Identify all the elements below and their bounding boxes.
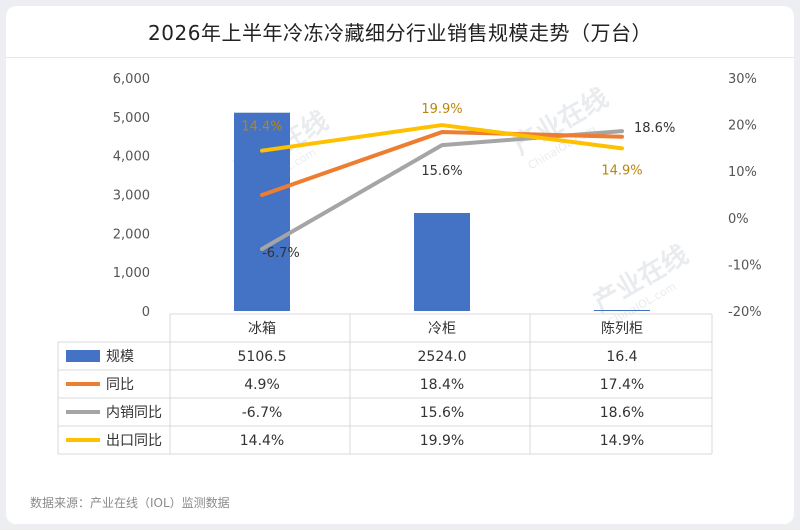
bar: [234, 112, 290, 311]
legend-key: [66, 350, 100, 362]
table-cell: 4.9%: [244, 377, 280, 393]
table-cell: 5106.5: [238, 349, 287, 365]
source-note: 数据来源：产业在线（IOL）监测数据: [30, 496, 230, 510]
table-cell: 14.4%: [240, 433, 284, 449]
y-tick-label: 3,000: [113, 189, 150, 204]
table-cell: 14.9%: [600, 433, 644, 449]
y-tick-label: 6,000: [113, 72, 150, 87]
bar: [414, 212, 470, 311]
table-cell: 19.9%: [420, 433, 464, 449]
legend-label: 内销同比: [106, 405, 162, 421]
legend-label: 规模: [106, 349, 134, 365]
chart-title: 2026年上半年冷冻冷藏细分行业销售规模走势（万台）: [6, 6, 794, 58]
table-cell: 18.4%: [420, 377, 464, 393]
y2-tick-label: 30%: [728, 72, 757, 87]
bar: [594, 310, 650, 311]
y-tick-label: 1,000: [113, 266, 150, 281]
y2-tick-label: 10%: [728, 165, 757, 180]
x-category-label: 陈列柜: [601, 320, 643, 337]
x-category-label: 冷柜: [428, 321, 456, 337]
legend-label: 同比: [106, 377, 134, 393]
table-cell: 17.4%: [600, 377, 644, 393]
table-cell: 18.6%: [600, 405, 644, 421]
data-label: 19.9%: [421, 102, 462, 117]
data-label: 15.6%: [421, 164, 462, 179]
table-cell: 2524.0: [418, 349, 467, 365]
legend-label: 出口同比: [106, 433, 162, 449]
series-line-1: [260, 130, 624, 197]
data-label: 14.9%: [601, 163, 642, 178]
data-label: 14.4%: [241, 120, 282, 135]
table-cell: 15.6%: [420, 405, 464, 421]
y2-tick-label: -20%: [728, 305, 762, 320]
table-cell: 16.4: [606, 349, 637, 365]
series-line-3: [260, 123, 624, 153]
data-label: 18.6%: [634, 121, 675, 136]
x-category-label: 冰箱: [248, 321, 276, 337]
y2-tick-label: 20%: [728, 119, 757, 134]
data-label: -6.7%: [262, 246, 300, 261]
y-tick-label: 2,000: [113, 227, 150, 242]
chart-card: 2026年上半年冷冻冷藏细分行业销售规模走势（万台） 数据来源：产业在线（IOL…: [6, 6, 794, 524]
y2-tick-label: 0%: [728, 212, 749, 227]
y2-tick-label: -10%: [728, 258, 762, 273]
table-cell: -6.7%: [242, 405, 283, 421]
y-tick-label: 0: [142, 305, 150, 320]
y-tick-label: 4,000: [113, 150, 150, 165]
y-tick-label: 5,000: [113, 111, 150, 126]
